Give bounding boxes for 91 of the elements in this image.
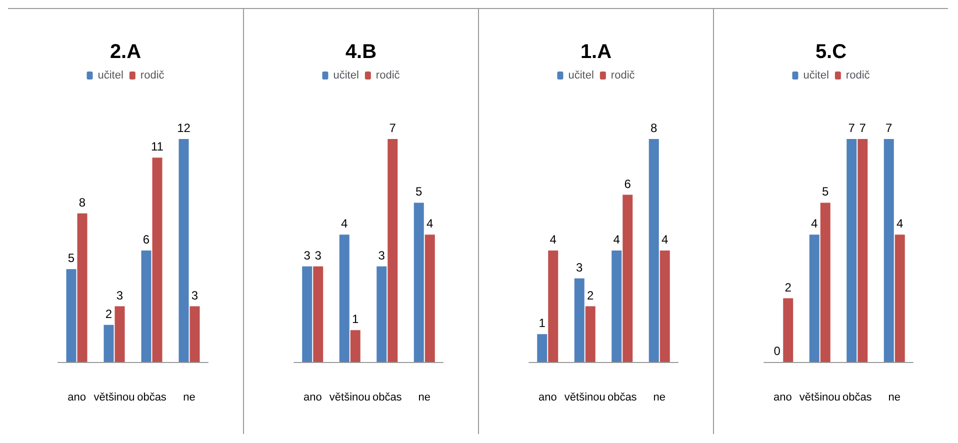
legend-label: rodič bbox=[846, 70, 870, 82]
legend-label: rodič bbox=[610, 70, 636, 82]
data-label: 7 bbox=[848, 121, 856, 135]
data-label: 5 bbox=[822, 184, 830, 199]
data-label: 2 bbox=[587, 288, 594, 302]
data-label: 7 bbox=[389, 121, 396, 135]
data-label: 8 bbox=[650, 121, 658, 135]
data-label: 3 bbox=[191, 288, 198, 302]
data-label: 8 bbox=[78, 195, 86, 210]
legend-label: učitel bbox=[568, 70, 594, 82]
x-tick-label: ne bbox=[888, 392, 900, 404]
bar bbox=[114, 306, 125, 362]
data-label: 4 bbox=[341, 216, 348, 231]
x-tick-label: ne bbox=[418, 392, 430, 404]
legend-label: rodič bbox=[376, 70, 400, 82]
bar bbox=[376, 266, 387, 362]
data-label: 6 bbox=[142, 232, 150, 246]
bar bbox=[414, 202, 424, 362]
data-label: 4 bbox=[896, 216, 904, 231]
data-label: 3 bbox=[116, 288, 124, 302]
legend-label: rodič bbox=[140, 70, 165, 82]
legend-label: učitel bbox=[98, 70, 124, 82]
x-tick-label: ano bbox=[773, 392, 792, 404]
data-label: 3 bbox=[304, 248, 311, 262]
data-label: 7 bbox=[886, 121, 893, 135]
data-label: 4 bbox=[426, 216, 434, 231]
bar bbox=[104, 324, 114, 362]
data-label: 2 bbox=[784, 280, 792, 294]
bar bbox=[783, 298, 794, 362]
data-label: 3 bbox=[576, 260, 584, 274]
bar bbox=[178, 139, 189, 362]
data-label: 6 bbox=[624, 176, 632, 191]
data-label: 2 bbox=[105, 306, 112, 321]
data-label: 5 bbox=[416, 184, 423, 199]
bar bbox=[894, 234, 905, 362]
data-label: 4 bbox=[613, 232, 620, 246]
bar bbox=[846, 139, 857, 362]
x-tick-label: většinou bbox=[329, 392, 370, 404]
legend-label: učitel bbox=[333, 70, 359, 82]
x-tick-label: občas bbox=[607, 392, 638, 404]
bar bbox=[548, 250, 558, 362]
bar bbox=[585, 306, 596, 362]
bar bbox=[339, 234, 350, 362]
data-label: 7 bbox=[859, 121, 866, 135]
x-tick-label: většinou bbox=[799, 392, 840, 404]
x-tick-label: ano bbox=[68, 392, 86, 404]
bar bbox=[574, 278, 584, 362]
bar bbox=[858, 139, 868, 362]
data-label: 4 bbox=[811, 216, 818, 231]
chart-title: 2.A bbox=[110, 41, 142, 63]
bar bbox=[612, 250, 622, 362]
data-label: 3 bbox=[314, 248, 322, 262]
x-tick-label: ano bbox=[303, 392, 322, 404]
bar bbox=[388, 139, 398, 362]
x-tick-label: ano bbox=[538, 392, 557, 404]
bar bbox=[622, 194, 633, 362]
x-tick-label: ne bbox=[183, 392, 196, 404]
data-label: 4 bbox=[550, 232, 557, 246]
x-tick-label: občas bbox=[372, 392, 402, 404]
x-tick-label: občas bbox=[842, 392, 872, 404]
bar bbox=[820, 202, 830, 362]
legend-label: učitel bbox=[803, 70, 829, 82]
x-tick-label: občas bbox=[137, 392, 167, 404]
data-label: 5 bbox=[68, 251, 75, 266]
x-tick-label: většinou bbox=[564, 392, 606, 404]
chart-title: 4.B bbox=[345, 41, 377, 63]
bar bbox=[648, 139, 659, 362]
bar bbox=[350, 330, 360, 362]
chart-title: 1.A bbox=[580, 41, 612, 63]
bar bbox=[809, 234, 820, 362]
chart-title: 5.C bbox=[815, 41, 847, 63]
data-label: 0 bbox=[774, 344, 781, 358]
data-label: 1 bbox=[352, 312, 360, 326]
bar bbox=[424, 234, 435, 362]
bar bbox=[313, 266, 324, 362]
x-tick-label: ne bbox=[653, 392, 666, 404]
data-label: 1 bbox=[538, 316, 546, 330]
data-label: 4 bbox=[662, 232, 669, 246]
data-label: 12 bbox=[177, 121, 191, 135]
bar bbox=[302, 266, 312, 362]
data-label: 11 bbox=[151, 140, 164, 154]
bar bbox=[190, 306, 200, 362]
bar bbox=[66, 269, 76, 362]
bar bbox=[884, 139, 894, 362]
data-label: 3 bbox=[378, 248, 386, 262]
bar bbox=[660, 250, 670, 362]
x-tick-label: většinou bbox=[94, 392, 135, 404]
bar bbox=[537, 334, 548, 362]
bar bbox=[152, 158, 162, 362]
bar bbox=[77, 213, 88, 362]
bar bbox=[141, 250, 152, 362]
